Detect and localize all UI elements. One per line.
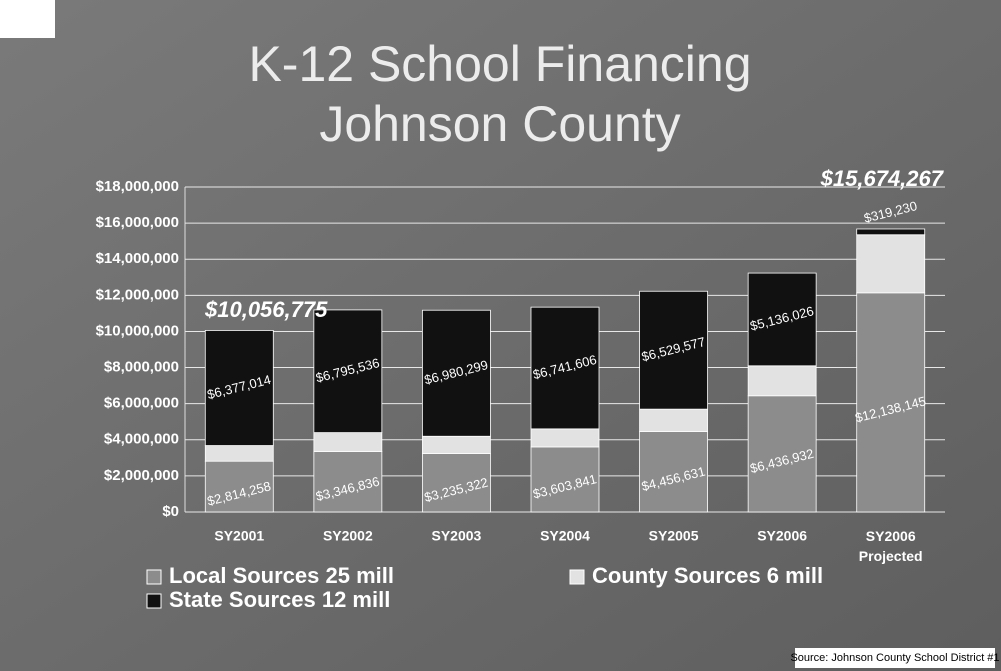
y-tick-label: $16,000,000 — [96, 214, 179, 231]
bar-segment — [422, 309, 491, 437]
bar-segment — [422, 435, 491, 454]
y-tick-label: $8,000,000 — [104, 359, 179, 376]
logo — [0, 0, 55, 38]
x-tick-label: SY2005 — [649, 528, 699, 544]
y-tick-label: $2,000,000 — [104, 467, 179, 484]
x-tick-label: SY2001 — [214, 528, 264, 544]
y-tick-label: $0 — [162, 503, 179, 520]
bar-segment — [639, 431, 708, 513]
x-tick-label: SY2004 — [540, 528, 590, 544]
chart-title: K-12 School Financing — [248, 36, 751, 92]
legend-swatch — [146, 593, 162, 609]
source-box — [795, 648, 995, 668]
bar-segment — [204, 330, 274, 446]
y-tick-label: $6,000,000 — [104, 395, 179, 412]
x-tick-label: SY2003 — [432, 528, 482, 544]
x-tick-label: SY2002 — [323, 528, 373, 544]
bar-segment — [204, 460, 274, 513]
legend-swatch — [569, 569, 585, 585]
legend-label: County Sources 6 mill — [592, 563, 823, 588]
bar-segment — [856, 234, 926, 294]
annotation: $15,674,267 — [820, 166, 945, 191]
source: Source: Johnson County School District #… — [790, 652, 999, 664]
bar-segment — [747, 272, 817, 367]
bar-segment — [204, 445, 274, 462]
chart-subtitle: Johnson County — [319, 96, 680, 152]
bar-segment — [530, 306, 600, 430]
bar-segment — [313, 432, 383, 452]
bar-segment — [856, 292, 926, 513]
legend-label: State Sources 12 mill — [169, 587, 390, 612]
x-tick-label-line: SY2006 — [866, 528, 916, 544]
bar-segment — [313, 309, 383, 434]
bar-segment — [747, 395, 817, 513]
bar-segment — [856, 228, 926, 236]
bar-segment — [422, 453, 491, 513]
x-tick-label: SY2006 Projected — [859, 528, 923, 564]
bar-segment — [313, 451, 383, 513]
x-tick-label: SY2006 — [757, 528, 807, 544]
y-tick-label: $12,000,000 — [96, 286, 179, 303]
y-tick-label: $10,000,000 — [96, 322, 179, 339]
annotation: $10,056,775 — [204, 297, 328, 322]
bar-segment — [747, 365, 817, 397]
bar-segment — [530, 428, 600, 448]
bar-segment — [639, 290, 708, 410]
legend-swatch — [146, 569, 162, 585]
y-tick-label: $18,000,000 — [96, 178, 179, 195]
y-tick-label: $4,000,000 — [104, 431, 179, 448]
legend-label: Local Sources 25 mill — [169, 563, 394, 588]
bar-segment — [530, 446, 600, 513]
bar-segment — [639, 408, 708, 432]
x-tick-label-line: Projected — [859, 548, 923, 564]
y-tick-label: $14,000,000 — [96, 250, 179, 267]
